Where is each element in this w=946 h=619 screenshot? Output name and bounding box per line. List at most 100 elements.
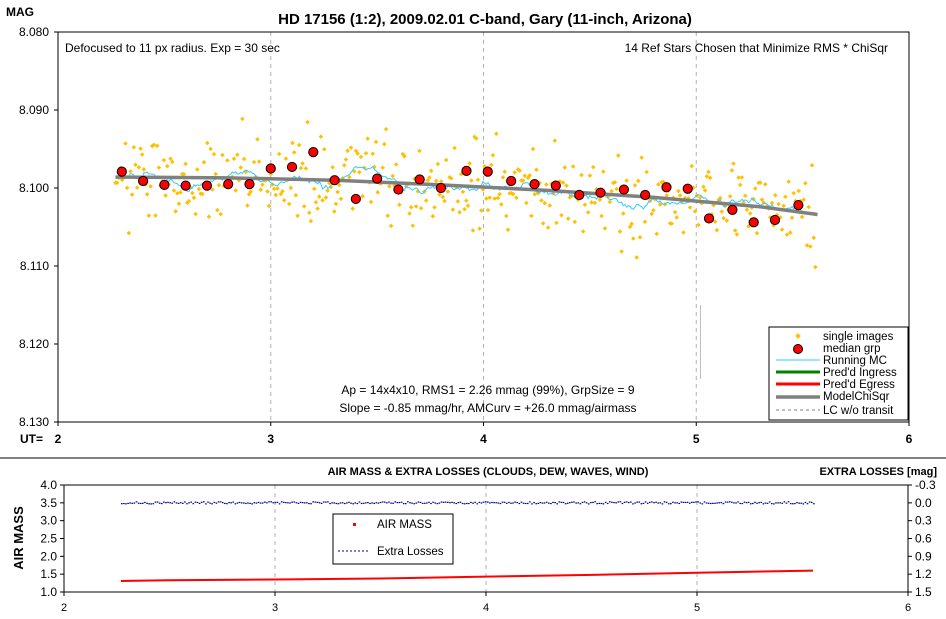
extra-loss-point [796,501,798,504]
top-x-tick-label: 5 [693,432,700,446]
single-image-point [796,188,801,194]
single-image-point [338,196,344,202]
single-image-point [206,214,212,219]
extra-loss-point [436,503,439,505]
extra-loss-point [224,502,226,505]
single-image-point [216,182,222,188]
extra-loss-point [394,501,397,503]
single-image-point [423,198,429,203]
legend-single-marker [795,333,801,339]
legend-extra-label: Extra Losses [377,546,444,558]
extra-loss-point [520,501,523,503]
single-image-point [475,177,481,183]
legend-airmass-label: AIR MASS [377,519,432,531]
bottom-y2-tick-label: 0.3 [915,514,932,528]
median-group-point [793,200,804,211]
legend-running-label: Running MC [823,355,887,367]
top-x-tick-label: 4 [480,432,487,446]
single-image-point [275,186,280,191]
single-image-point [562,165,568,170]
single-image-point [497,191,502,197]
single-image-point [368,199,374,205]
single-image-point [273,192,279,198]
extra-loss-point [154,501,157,503]
single-image-point [387,184,392,189]
single-image-point [469,178,474,183]
extra-loss-point [234,503,237,505]
single-image-point [430,213,436,219]
bottom-x-tick-label: 2 [61,602,67,614]
median-group-point [435,182,447,194]
single-image-point [156,165,162,170]
single-image-point [195,167,200,172]
single-image-point [320,198,325,203]
extra-loss-point [482,501,485,503]
extra-loss-point [583,501,586,503]
extra-loss-point [152,503,155,505]
extra-loss-point [625,501,628,503]
extra-loss-point [455,502,458,505]
single-image-point [231,156,237,161]
extra-loss-point [318,502,321,504]
single-image-point [572,219,578,225]
extra-loss-point [712,502,714,505]
single-image-point [524,200,529,206]
single-image-point [495,195,501,201]
single-image-point [153,213,158,218]
extra-loss-point [646,502,649,504]
bottom-y-tick-label: 1.5 [40,567,57,581]
single-image-point [298,165,304,171]
extra-loss-point [802,503,805,505]
single-image-point [402,153,407,159]
median-group-point [350,193,361,205]
extra-loss-point [653,502,655,504]
single-image-point [306,210,312,216]
single-image-point [288,185,294,191]
extra-loss-point [253,502,256,504]
extra-loss-point [701,503,704,505]
extra-loss-point [215,502,218,504]
extra-loss-point [522,502,525,504]
extra-loss-point [120,503,123,505]
extra-loss-point [144,501,146,504]
annotation-aperture: Ap = 14x4x10, RMS1 = 2.26 mmag (99%), Gr… [341,383,634,397]
single-image-point [602,226,608,231]
single-image-point [637,234,643,240]
single-image-point [413,204,419,209]
extra-loss-point [642,502,645,505]
extra-loss-point [295,502,298,504]
single-image-point [752,186,758,191]
extra-loss-point [486,501,489,503]
extra-loss-point [611,501,613,503]
top-legend: single images median grp Running MC Pred… [768,326,909,421]
extra-loss-point [693,501,695,503]
extra-loss-point [381,501,384,503]
extra-loss-point [289,502,291,504]
extra-loss-point [247,502,249,504]
extra-loss-point [798,502,800,504]
extra-loss-point [705,502,708,504]
extra-loss-point [564,503,567,505]
extra-loss-point [228,501,230,504]
single-image-point [452,145,457,151]
extra-loss-point [428,501,430,503]
extra-loss-point [733,502,735,504]
single-image-point [582,202,588,208]
extra-loss-point [773,503,775,505]
single-image-point [529,213,534,219]
extra-loss-point [695,501,697,503]
single-image-point [631,236,636,241]
single-image-point [502,169,507,175]
extra-loss-point [142,502,144,504]
extra-loss-point [526,502,529,505]
extra-loss-point [752,502,754,505]
extra-loss-point [163,501,165,503]
single-image-point [124,185,130,191]
bottom-x-ticks: 2 3 4 5 6 [61,592,911,614]
extra-loss-point [648,501,651,504]
single-image-point [732,228,738,233]
single-image-point [744,207,750,212]
extra-loss-point [251,503,253,505]
extra-loss-point [362,502,365,504]
